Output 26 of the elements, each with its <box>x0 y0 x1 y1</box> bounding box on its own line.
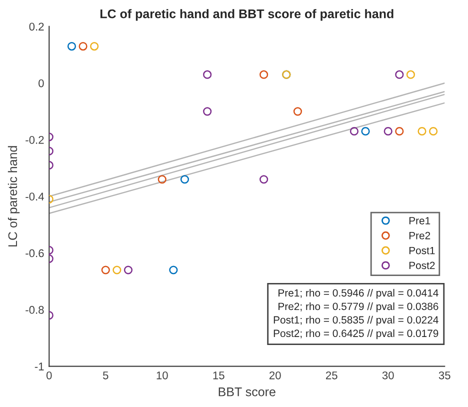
x-tick-label: 30 <box>382 371 394 380</box>
legend-label: Pre2 <box>409 232 430 240</box>
annotation: Pre2; rho = 0.5779 // pval = 0.0386 <box>278 302 438 312</box>
x-tick-label: 20 <box>269 371 281 380</box>
x-tick-label: 10 <box>156 371 168 380</box>
x-tick-label: 25 <box>326 371 338 380</box>
x-tick-label: 0 <box>46 371 52 380</box>
legend-label: Post2 <box>409 262 435 270</box>
legend-label: Pre1 <box>409 217 430 224</box>
annotation: Post1; rho = 0.5835 // pval = 0.0224 <box>274 316 438 326</box>
x-tick-label: 35 <box>438 371 450 380</box>
chart-title: LC of paretic hand and BBT score of paretic hand <box>100 9 394 21</box>
x-tick-label: 5 <box>102 372 108 380</box>
annotation: Pre1; rho = 0.5946 // pval = 0.0414 <box>278 288 438 299</box>
y-tick-label: 0 <box>38 79 44 88</box>
y-axis-title: LC of paretic hand <box>8 146 20 246</box>
y-tick-label: -0.8 <box>26 306 44 314</box>
y-tick-label: -0.6 <box>26 249 44 258</box>
legend-label: Post1 <box>409 246 435 254</box>
y-tick-label: -0.2 <box>26 136 44 144</box>
x-axis-title: BBT score <box>218 388 276 396</box>
y-tick-label: -0.4 <box>26 192 44 201</box>
y-tick-label: -1 <box>34 362 44 370</box>
x-tick-label: 15 <box>213 372 224 380</box>
y-tick-label: 0.2 <box>29 22 44 31</box>
annotation: Post2; rho = 0.6425 // pval = 0.0179 <box>274 329 438 340</box>
